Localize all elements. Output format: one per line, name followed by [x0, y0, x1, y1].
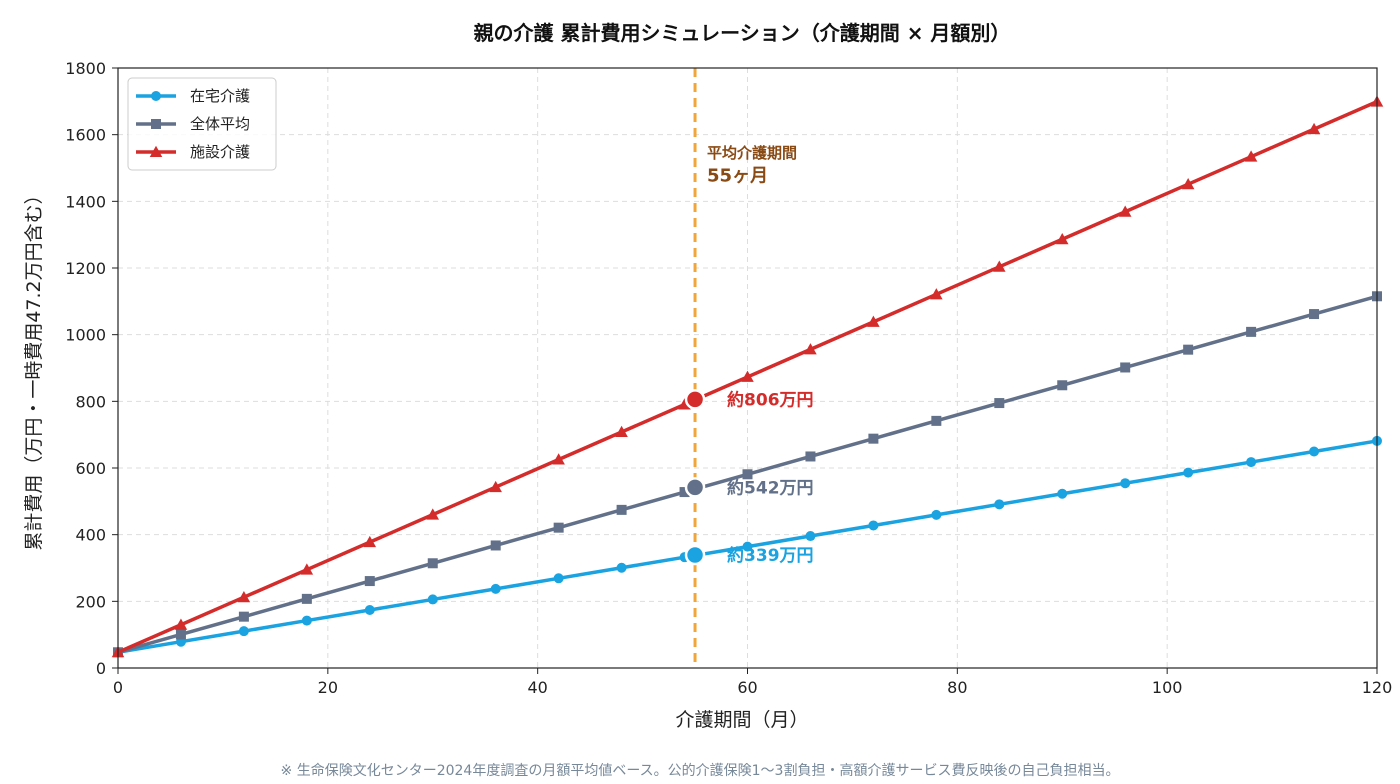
average-period-label: 平均介護期間 — [707, 144, 797, 162]
data-point — [490, 540, 501, 551]
x-tick-label: 120 — [1362, 678, 1393, 697]
y-tick-label: 1200 — [65, 259, 106, 278]
legend-marker-2 — [149, 145, 163, 157]
footnote: ※ 生命保険文化センター2024年度調査の月額平均値ベース。公的介護保険1〜3割… — [280, 763, 1120, 779]
y-tick-label: 1800 — [65, 59, 106, 78]
data-point — [1309, 309, 1320, 320]
x-tick-label: 80 — [947, 678, 967, 697]
average-period-line: 平均介護期間 55ヶ月 — [693, 68, 797, 668]
data-point — [1056, 233, 1069, 245]
y-tick-label: 1000 — [65, 326, 106, 345]
highlight-label-0: 約806万円 — [727, 389, 814, 410]
data-point — [553, 573, 564, 584]
data-point — [1244, 150, 1258, 162]
x-tick-label: 0 — [113, 678, 123, 697]
data-point — [363, 535, 377, 548]
data-point — [931, 415, 942, 426]
legend-box — [127, 77, 277, 171]
y-tick-label: 800 — [75, 392, 106, 411]
legend-marker-0 — [151, 91, 161, 101]
highlight-label-2: 約339万円 — [727, 545, 814, 566]
series-2 — [111, 95, 1384, 658]
legend-label-2: 施設介護 — [190, 143, 250, 161]
data-point — [931, 509, 942, 520]
data-point — [301, 593, 312, 604]
data-point — [742, 541, 753, 552]
data-point — [238, 611, 249, 622]
y-tick-label: 1400 — [65, 192, 106, 211]
data-point — [678, 398, 691, 410]
data-point — [238, 626, 249, 637]
data-point — [175, 629, 186, 640]
data-point — [426, 508, 439, 520]
data-point — [805, 451, 816, 462]
x-axis-label: 介護期間（月） — [675, 709, 808, 731]
legend-label-1: 全体平均 — [190, 115, 250, 133]
data-point — [552, 453, 565, 465]
data-point — [174, 618, 188, 630]
data-point — [427, 594, 438, 605]
data-point — [1181, 177, 1195, 190]
chart-title: 親の介護 累計費用シミュレーション（介護期間 × 月額別） — [474, 21, 1011, 45]
highlight-point-0 — [684, 389, 706, 410]
highlight-point-2 — [684, 544, 706, 566]
data-point — [994, 499, 1005, 510]
data-point — [1120, 362, 1131, 373]
series-layer — [111, 95, 1384, 658]
data-point — [867, 315, 880, 327]
tick-layer: 0 20 40 60 80 100 1200200400600800100012001400… — [65, 59, 1392, 697]
legend-label-0: 在宅介護 — [190, 87, 250, 105]
data-point — [489, 480, 502, 493]
data-point — [1307, 122, 1321, 135]
data-point — [427, 558, 438, 569]
y-tick-label: 400 — [75, 526, 106, 545]
data-point — [741, 370, 754, 382]
data-point — [1246, 457, 1257, 468]
x-tick-label: 100 — [1152, 678, 1183, 697]
data-point — [237, 590, 251, 603]
data-point — [1309, 446, 1320, 457]
data-point — [364, 576, 375, 587]
data-point — [1057, 488, 1068, 499]
data-point — [742, 469, 753, 480]
data-point — [805, 531, 816, 542]
average-period-value: 55ヶ月 — [707, 165, 768, 186]
y-tick-label: 1600 — [65, 126, 106, 145]
data-point — [615, 425, 628, 437]
data-point — [616, 562, 627, 573]
data-point — [553, 522, 564, 533]
data-point — [1183, 467, 1194, 478]
data-point — [993, 260, 1006, 272]
x-tick-label: 40 — [527, 678, 547, 697]
data-point — [1246, 326, 1257, 337]
x-tick-label: 60 — [737, 678, 757, 697]
y-tick-label: 600 — [75, 459, 106, 478]
data-point — [994, 398, 1005, 409]
legend-marker-1 — [151, 119, 161, 129]
data-point — [490, 583, 501, 594]
data-point — [616, 504, 627, 515]
data-point — [1120, 478, 1131, 489]
data-point — [1057, 380, 1068, 391]
y-axis-label: 累計費用（万円・一時費用47.2万円含む） — [23, 185, 45, 550]
data-point — [364, 605, 375, 615]
data-point — [300, 563, 314, 575]
data-point — [679, 487, 690, 498]
x-tick-label: 20 — [318, 678, 338, 697]
y-tick-label: 0 — [96, 659, 106, 678]
data-point — [868, 520, 879, 531]
highlight-label-1: 約542万円 — [727, 477, 814, 498]
data-point — [868, 433, 879, 444]
y-tick-label: 200 — [75, 592, 106, 611]
data-point — [1118, 205, 1132, 217]
data-point — [1183, 344, 1194, 355]
highlight-point-1 — [684, 477, 706, 498]
data-point — [930, 288, 943, 300]
data-point — [301, 615, 312, 626]
data-point — [804, 343, 817, 355]
